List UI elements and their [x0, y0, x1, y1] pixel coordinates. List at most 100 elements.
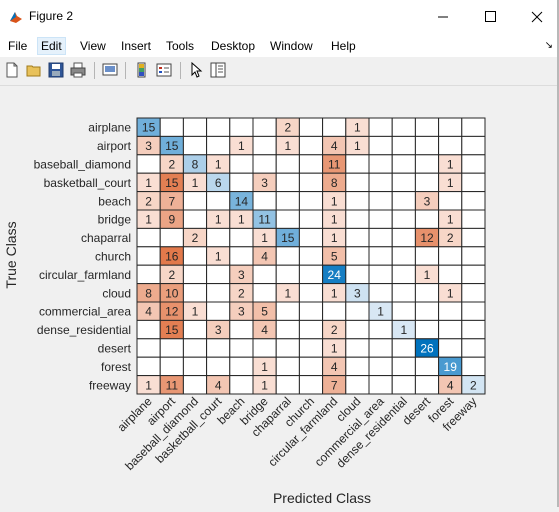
matrix-cell [391, 117, 416, 137]
menu-window[interactable]: Window [270, 39, 313, 53]
matrix-cell [182, 338, 208, 358]
matrix-cell [206, 227, 231, 248]
matrix-cell [275, 319, 300, 340]
matrix-cell [159, 356, 184, 377]
matrix-cell [461, 227, 486, 248]
matrix-cell [275, 375, 300, 395]
cell-value-label: 3 [354, 286, 361, 300]
cell-value-label: 1 [215, 213, 222, 227]
confusion-matrix-chart[interactable]: 15 2 13 15 1 1 4 12 8 1 11 11 15 1 6 3 8 12 7 14 1 31 9 1 1 11 1 12… [0, 86, 559, 507]
matrix-cell [182, 191, 208, 211]
cell-value-label: 1 [354, 121, 361, 135]
matrix-cell [159, 227, 184, 248]
cell-value-label: 1 [447, 158, 454, 172]
cell-value-label: 1 [331, 231, 338, 245]
cell-value-label: 1 [331, 213, 338, 227]
matrix-cell [414, 172, 440, 193]
maximize-button[interactable] [467, 0, 513, 34]
window-border [557, 0, 559, 507]
close-button[interactable] [513, 0, 559, 34]
open-file-icon[interactable] [25, 61, 43, 79]
matrix-cell [298, 338, 324, 358]
matrix-cell [159, 338, 184, 358]
cell-value-label: 1 [238, 139, 245, 153]
matrix-cell [275, 209, 300, 229]
cell-value-label: 3 [215, 323, 222, 337]
menu-desktop[interactable]: Desktop [211, 39, 256, 53]
matrix-cell [136, 319, 161, 340]
matrix-cell [322, 117, 347, 137]
save-icon[interactable] [47, 61, 65, 79]
matrix-cell [414, 375, 440, 395]
matrix-cell [252, 191, 277, 211]
matrix-cell [206, 301, 231, 321]
cell-value-label: 2 [168, 268, 175, 282]
menu-view[interactable]: View [80, 39, 106, 53]
y-tick-label: commercial_area [39, 305, 131, 319]
matrix-cell [136, 246, 161, 266]
matrix-cell [182, 264, 208, 285]
matrix-cell [275, 356, 300, 377]
matrix-cell [298, 283, 324, 303]
matrix-cell [438, 135, 463, 156]
insert-colorbar-icon[interactable] [133, 61, 151, 79]
matrix-cell [252, 338, 277, 358]
matrix-cell [461, 319, 486, 340]
matrix-cell [298, 117, 324, 137]
matrix-cell [298, 191, 324, 211]
menu-tools[interactable]: Tools [166, 39, 195, 53]
matrix-cell [368, 319, 393, 340]
matrix-cell [414, 209, 440, 229]
matrix-cell [391, 246, 416, 266]
new-figure-icon[interactable] [3, 61, 21, 79]
insert-legend-icon[interactable] [155, 61, 173, 79]
cell-value-label: 12 [420, 231, 434, 245]
matrix-cell [461, 154, 486, 174]
x-tick-label: desert [400, 394, 434, 428]
matrix-cell [252, 283, 277, 303]
toolbar-separator [94, 62, 95, 79]
cell-value-label: 3 [424, 194, 431, 208]
menu-help[interactable]: Help [331, 39, 356, 53]
matrix-cell [368, 375, 393, 395]
matrix-cell [345, 227, 370, 248]
matrix-cell [368, 209, 393, 229]
cell-value-label: 1 [215, 158, 222, 172]
matrix-cell [345, 209, 370, 229]
y-tick-label: church [95, 250, 131, 264]
cell-value-label: 1 [145, 378, 152, 392]
property-inspector-icon[interactable] [209, 61, 227, 79]
y-tick-label: desert [98, 342, 132, 356]
cell-value-label: 11 [166, 378, 179, 392]
cell-value-label: 10 [165, 286, 179, 300]
y-tick-label: chaparral [81, 231, 131, 245]
y-tick-label: circular_farmland [39, 268, 131, 282]
minimize-button[interactable] [420, 0, 466, 34]
menu-edit[interactable]: Edit [37, 37, 66, 55]
menu-file[interactable]: File [8, 39, 28, 53]
matrix-cell [136, 338, 161, 358]
matrix-cell [414, 154, 440, 174]
matrix-cell [298, 319, 324, 340]
matrix-cell [461, 301, 486, 321]
matrix-cell [368, 154, 393, 174]
matrix-cell [461, 172, 486, 193]
cell-value-label: 4 [261, 250, 268, 264]
matrix-cell [182, 117, 208, 137]
print-icon[interactable] [69, 61, 87, 79]
cell-value-label: 1 [447, 176, 454, 190]
menu-insert[interactable]: Insert [121, 39, 152, 53]
matrix-cell [461, 135, 486, 156]
cell-value-label: 2 [284, 121, 291, 135]
cell-value-label: 4 [331, 139, 338, 153]
matrix-cell [206, 356, 231, 377]
dock-arrow-icon[interactable]: ↘ [544, 40, 553, 51]
cell-value-label: 1 [354, 139, 361, 153]
cell-value-label: 5 [261, 305, 268, 319]
y-tick-label: dense_residential [37, 323, 131, 337]
toolbar-separator [125, 62, 126, 79]
menu-bar: File Edit View Insert Tools Desktop Wind… [0, 34, 559, 57]
edit-plot-icon[interactable] [187, 61, 205, 79]
link-plot-icon[interactable] [101, 61, 119, 79]
cell-value-label: 4 [145, 305, 152, 319]
